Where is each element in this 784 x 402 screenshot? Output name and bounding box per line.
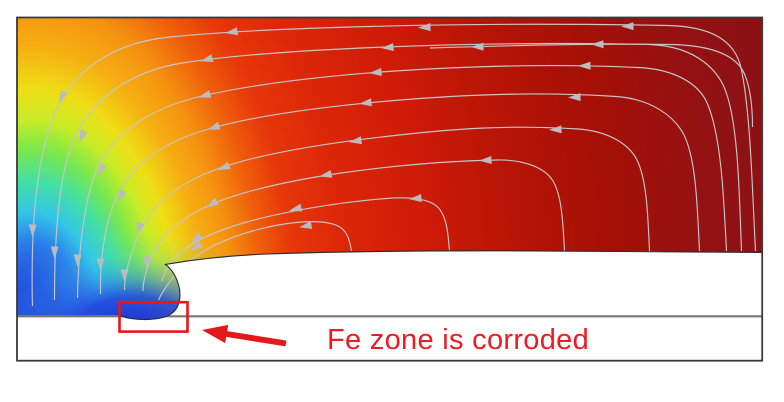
flow-arrowhead-icon [418, 23, 431, 32]
annotation-label: Fe zone is corroded [327, 324, 589, 356]
flow-arrowhead-icon [289, 203, 303, 212]
flow-arrowhead-icon [349, 136, 363, 145]
flow-arrowhead-icon [190, 231, 203, 243]
streamline [76, 64, 728, 299]
electrolyte-field [17, 17, 762, 320]
flow-arrowhead-icon [409, 194, 422, 203]
flow-arrowhead-icon [568, 93, 581, 102]
flow-arrowhead-icon [205, 197, 219, 208]
streamline [142, 159, 566, 292]
flow-arrowhead-icon [471, 42, 484, 51]
streamline [429, 43, 754, 128]
flow-arrowhead-icon [200, 54, 214, 63]
flow-arrowhead-icon [621, 22, 634, 31]
flow-arrowhead-icon [73, 254, 82, 267]
flow-arrowhead-icon [79, 129, 88, 143]
flow-arrowhead-icon [369, 68, 382, 77]
flow-arrowhead-icon [359, 98, 372, 107]
annotation-layer: Fe zone is corroded [118, 300, 589, 356]
streamline [123, 126, 651, 291]
anode-blue-core [17, 17, 762, 320]
flow-arrowhead-icon [98, 163, 107, 177]
flow-arrowhead-icon [190, 240, 203, 251]
flow-arrowhead-icon [118, 189, 127, 203]
flow-arrowhead-icon [198, 90, 212, 98]
flow-arrowhead-icon [217, 161, 231, 171]
plot-frame [16, 16, 764, 362]
annotation-arrow-icon [202, 324, 287, 347]
flow-arrowhead-icon [578, 61, 591, 70]
streamline [31, 23, 757, 307]
flow-arrowhead-icon [319, 169, 333, 178]
flow-arrowhead-icon [299, 221, 313, 229]
streamline-arrowheads [28, 22, 634, 282]
flow-arrowhead-icon [136, 221, 145, 235]
flow-arrowhead-icon [58, 90, 69, 104]
flow-arrowhead-icon [143, 256, 152, 269]
flow-arrowhead-icon [225, 27, 239, 36]
flow-arrowhead-icon [96, 258, 105, 271]
fe-zone-highlight-box [118, 300, 189, 333]
flow-arrowhead-icon [50, 246, 59, 259]
flow-arrowhead-icon [120, 269, 129, 282]
flow-arrowhead-icon [549, 125, 562, 134]
flow-arrowhead-icon [479, 156, 492, 165]
streamline [99, 93, 701, 295]
flow-arrowhead-icon [207, 121, 221, 130]
flow-arrowhead-icon [381, 43, 394, 52]
corroded-boundary-outline [119, 250, 763, 321]
streamline [161, 197, 451, 282]
flow-arrowhead-icon [591, 40, 604, 49]
flow-arrowhead-icon [28, 224, 37, 237]
